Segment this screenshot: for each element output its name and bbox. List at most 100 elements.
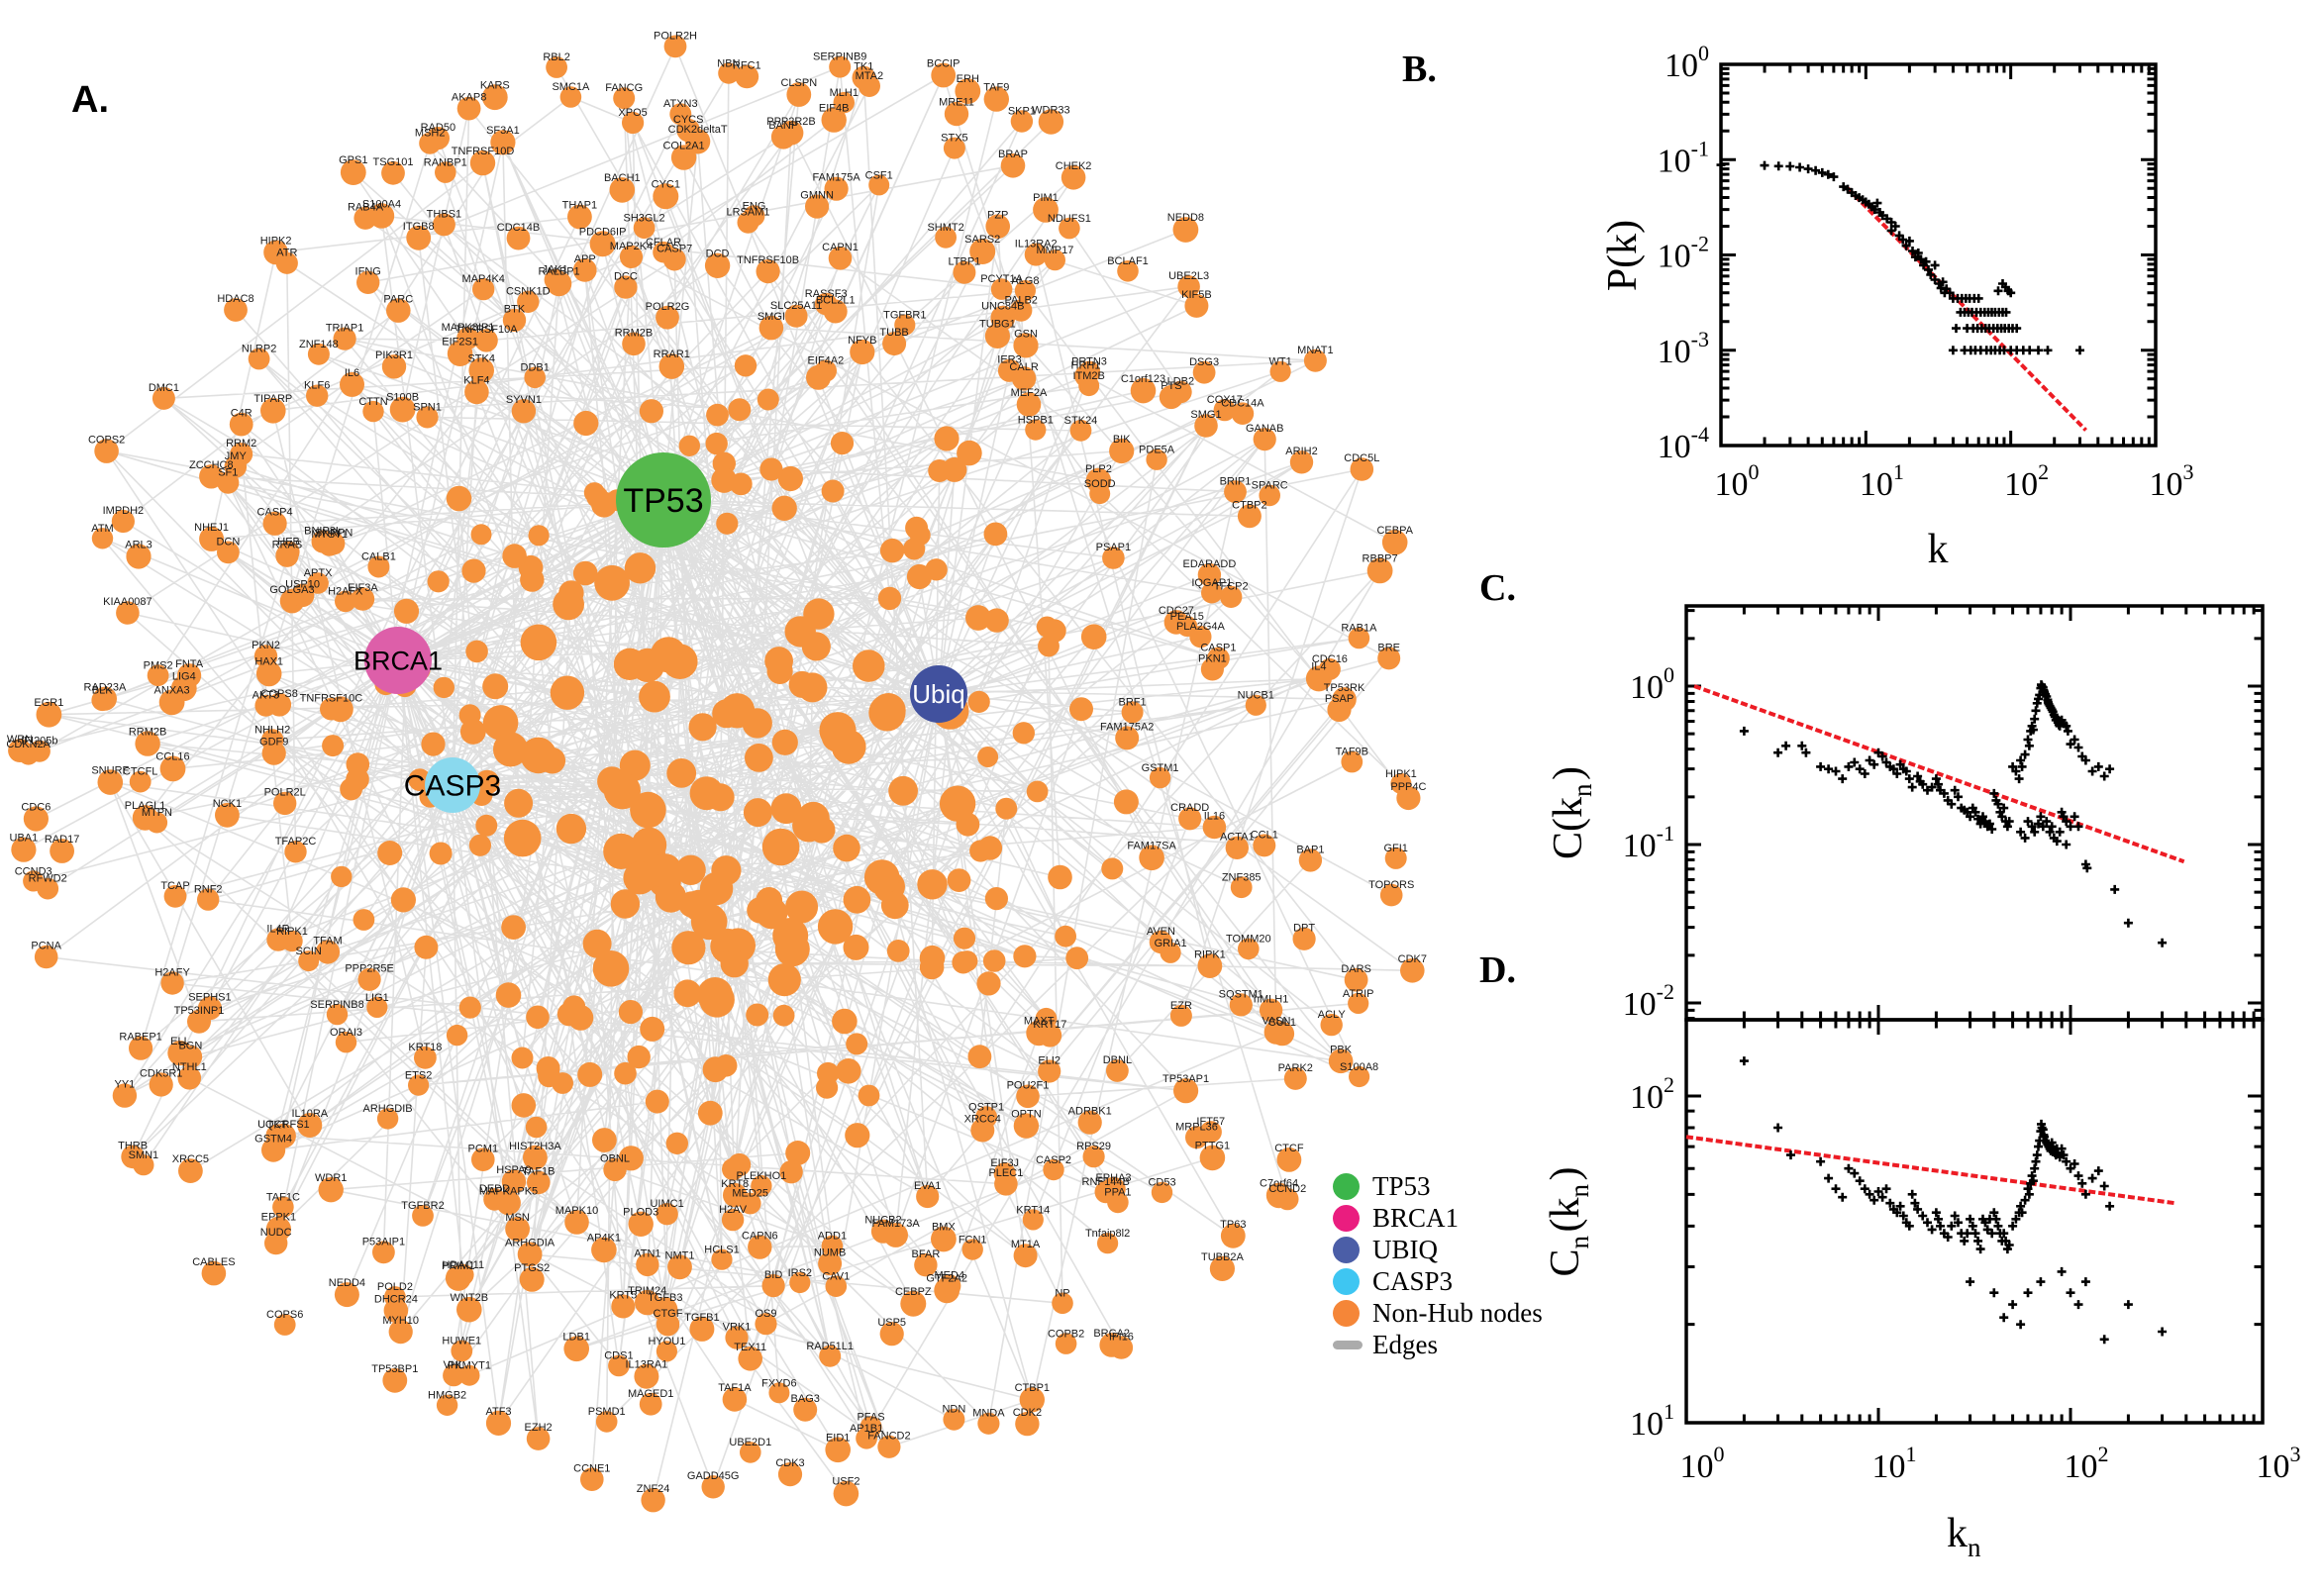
network-node-label: COPS6: [266, 1309, 303, 1321]
network-node-label: XRCC5: [172, 1153, 209, 1165]
network-node-label: C1orf123: [1121, 373, 1165, 385]
network-node: [658, 353, 685, 379]
network-node-label: CASP4: [257, 507, 293, 519]
network-node: [1220, 1223, 1246, 1248]
network-node: [1230, 876, 1253, 899]
network-node: [870, 693, 906, 728]
network-node: [1384, 847, 1407, 869]
network-node-label: IQGAP1: [1191, 577, 1232, 589]
edge-swatch-icon: [1333, 1340, 1363, 1349]
legend-item-non-hub-nodes: Non-Hub nodes: [1333, 1297, 1543, 1329]
network-node: [611, 1294, 636, 1319]
network-node: [1101, 857, 1124, 880]
network-node: [475, 814, 498, 837]
network-node-label: SMG1: [1190, 409, 1221, 421]
network-node: [689, 1316, 715, 1342]
network-node-label: EIF4B: [819, 102, 850, 114]
network-node-label: DSG3: [1189, 356, 1219, 368]
network-node: [821, 479, 845, 503]
network-node-label: IER3: [997, 354, 1021, 366]
network-node-label: BRAP: [998, 149, 1028, 160]
network-node: [706, 403, 729, 427]
network-node-label: ZNF24: [637, 1483, 670, 1495]
network-node-label: HCLS1: [704, 1245, 739, 1256]
network-node-label: TRIAP1: [326, 323, 364, 335]
scatter-points-B: [1716, 160, 2084, 355]
network-node-label: RFC1: [733, 60, 761, 72]
network-node: [640, 1016, 665, 1042]
network-node-label: ETS2: [405, 1070, 433, 1082]
network-node-label: EID1: [826, 1433, 850, 1445]
network-node: [975, 1106, 998, 1129]
network-node: [806, 364, 831, 390]
tick-label: 100: [1715, 459, 1760, 503]
network-node-label: ERH: [957, 73, 979, 85]
network-node: [577, 1061, 603, 1087]
network-node-label: PLOD3: [623, 1207, 658, 1219]
network-node-label: NDN: [942, 1404, 965, 1416]
network-node-label: BAG3: [791, 1393, 820, 1405]
network-node: [633, 217, 656, 240]
network-node: [1059, 217, 1080, 240]
network-node-label: RNF2: [194, 883, 223, 895]
fit-line-D: [1685, 1135, 2175, 1206]
network-node: [1348, 992, 1369, 1014]
network-node: [614, 275, 638, 299]
network-node: [768, 1382, 790, 1404]
network-node: [852, 65, 876, 90]
network-node-label: RBBP7: [1363, 553, 1398, 565]
network-node: [567, 204, 592, 230]
network-node-label: CTGF: [654, 1308, 683, 1320]
network-node-label: RRAR1: [654, 349, 690, 360]
network-node-label: PSAP: [1325, 693, 1354, 705]
network-node-label: ZCCHC8: [189, 459, 234, 471]
network-node: [619, 245, 644, 268]
network-node-label: KIF5B: [1181, 289, 1212, 301]
network-node: [653, 1297, 678, 1323]
network-node: [275, 544, 299, 567]
network-node: [751, 1175, 772, 1197]
network-node-label: TKT: [267, 1119, 288, 1131]
network-node-label: CDC27: [1159, 605, 1194, 617]
network-node: [704, 252, 731, 278]
network-node: [1160, 942, 1181, 963]
network-node: [639, 399, 664, 424]
tick-label: 102: [1630, 1072, 1674, 1116]
network-node-label: BRIP1: [1220, 475, 1252, 487]
node-swatch-icon: [1333, 1172, 1360, 1200]
network-node: [1237, 504, 1262, 529]
network-node-label: AP1B1: [850, 1423, 883, 1435]
network-node-label: GRIA1: [1155, 938, 1187, 949]
network-node-label: BCLAF1: [1107, 255, 1149, 267]
network-node-label: FAM175A: [812, 172, 860, 184]
scatter-points-D: [1739, 1056, 2168, 1345]
network-node: [563, 1336, 589, 1362]
network-node: [1238, 938, 1260, 960]
network-node: [583, 482, 605, 504]
y-axis-title-D: Cn (kn ): [1543, 1166, 1594, 1276]
network-node-label: CEBPA: [1376, 525, 1413, 537]
network-node: [1012, 722, 1035, 745]
network-node-label: IL4R: [266, 924, 289, 936]
network-node: [273, 791, 297, 816]
network-node: [147, 664, 169, 687]
network-node: [318, 1177, 344, 1203]
network-node: [622, 111, 645, 135]
network-node: [474, 329, 498, 352]
network-node-label: TOPORS: [1368, 879, 1414, 891]
network-node-label: CDK5R1: [140, 1067, 182, 1079]
network-node-label: ZNF148: [299, 339, 339, 350]
network-node: [1009, 299, 1033, 322]
network-node-label: CDK7: [1398, 953, 1427, 965]
network-node-label: C7orf64: [1260, 1178, 1298, 1190]
network-node-label: TP53AP1: [1162, 1073, 1209, 1085]
network-node-label: IL6: [345, 367, 359, 379]
network-node: [853, 649, 885, 682]
network-node-label: PSAP1: [1096, 542, 1131, 553]
network-node: [833, 1480, 859, 1507]
network-node-label: KLF6: [304, 379, 330, 391]
network-node-label: STK4: [467, 352, 495, 364]
network-node-label: ENG: [743, 200, 766, 212]
network-node-label: SKP1: [1008, 105, 1036, 117]
